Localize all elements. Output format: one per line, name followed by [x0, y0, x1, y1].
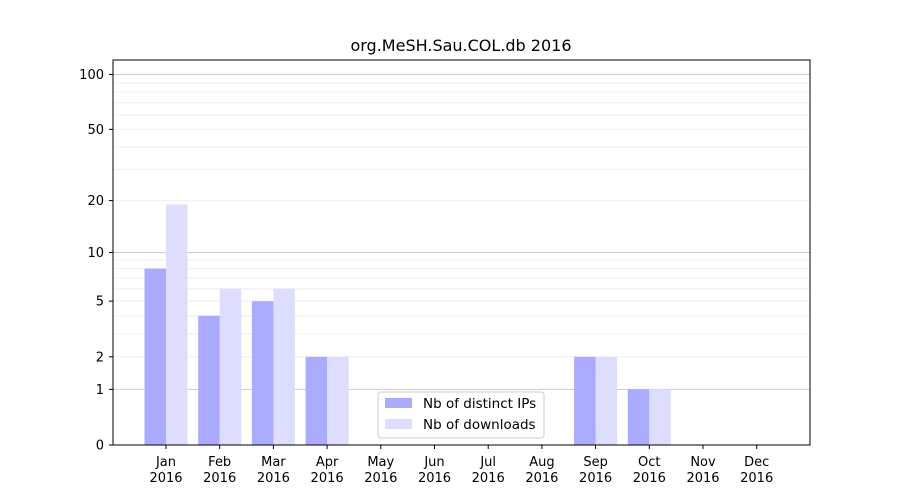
bar-downloads-feb: [219, 288, 242, 445]
x-tick-label-feb: Feb 2016: [203, 455, 236, 486]
x-tick-label-oct: Oct 2016: [633, 455, 666, 486]
bar-downloads-jan: [166, 204, 188, 445]
y-tick-label: 50: [87, 123, 104, 138]
x-tick-label-jul: Jul 2016: [472, 455, 505, 486]
y-axis: 0 1 2 5 10 20 50 100: [79, 68, 113, 454]
y-tick-label: 2: [96, 350, 104, 365]
x-tick-label-jun: Jun 2016: [418, 455, 451, 486]
x-tick-label-nov: Nov 2016: [686, 455, 719, 486]
x-tick-label-sep: Sep 2016: [579, 455, 612, 486]
bar-distinct-ips-jan: [144, 268, 166, 445]
y-tick-label: 100: [79, 68, 104, 83]
bar-downloads-sep: [595, 356, 618, 445]
gridlines: [113, 74, 810, 390]
x-axis: Jan 2016 Feb 2016 Mar 2016 Apr 2016 May 2016 Jun 20…: [149, 445, 773, 486]
legend-swatch: [385, 398, 412, 408]
bar-downloads-oct: [649, 389, 671, 445]
y-tick-label: 5: [96, 295, 104, 310]
bars: [144, 204, 671, 445]
bar-distinct-ips-apr: [305, 356, 328, 445]
x-tick-label-jan: Jan 2016: [149, 455, 182, 486]
x-tick-label-may: May 2016: [364, 455, 397, 486]
y-tick-label: 1: [96, 383, 104, 398]
bar-downloads-apr: [327, 356, 349, 445]
x-tick-label-mar: Mar 2016: [257, 455, 290, 486]
x-tick-label-aug: Aug 2016: [525, 455, 558, 486]
legend-label: Nb of downloads: [423, 417, 536, 433]
bar-distinct-ips-oct: [627, 389, 650, 445]
bar-distinct-ips-sep: [574, 356, 596, 445]
legend: Nb of distinct IPs Nb of downloads: [377, 391, 545, 439]
x-tick-label-apr: Apr 2016: [311, 455, 344, 486]
y-tick-label: 10: [87, 246, 104, 261]
y-tick-label: 0: [96, 439, 104, 454]
x-tick-label-dec: Dec 2016: [740, 455, 773, 486]
bar-distinct-ips-feb: [198, 315, 220, 445]
chart-title: org.MeSH.Sau.COL.db 2016: [350, 36, 571, 55]
bar-distinct-ips-mar: [251, 301, 274, 445]
legend-box: [377, 391, 545, 439]
bar-downloads-mar: [273, 288, 295, 445]
legend-label: Nb of distinct IPs: [423, 396, 536, 412]
y-tick-label: 20: [87, 194, 104, 209]
legend-swatch: [385, 419, 412, 429]
